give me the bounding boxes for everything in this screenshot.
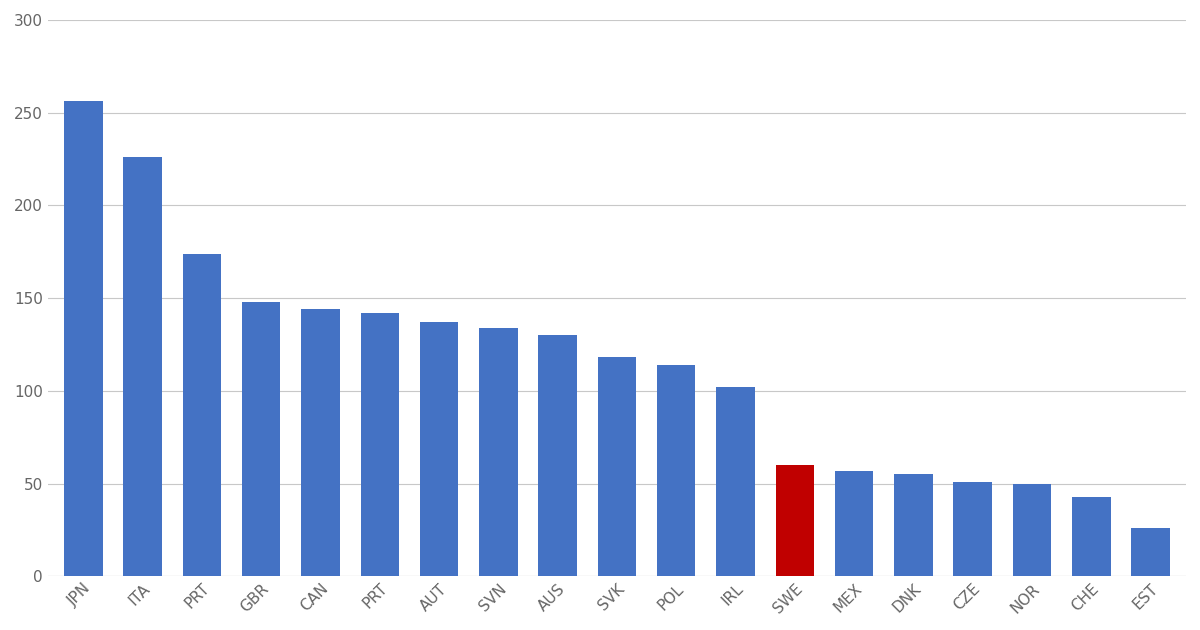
Bar bbox=[242, 302, 281, 576]
Bar bbox=[124, 157, 162, 576]
Bar bbox=[716, 387, 755, 576]
Bar bbox=[598, 357, 636, 576]
Bar bbox=[301, 309, 340, 576]
Bar bbox=[953, 482, 992, 576]
Bar bbox=[1013, 483, 1051, 576]
Bar bbox=[835, 471, 874, 576]
Bar bbox=[1072, 496, 1110, 576]
Bar bbox=[539, 335, 577, 576]
Bar bbox=[656, 365, 696, 576]
Bar bbox=[64, 101, 102, 576]
Bar bbox=[420, 322, 458, 576]
Bar bbox=[1132, 528, 1170, 576]
Bar bbox=[360, 313, 400, 576]
Bar bbox=[775, 465, 814, 576]
Bar bbox=[894, 474, 932, 576]
Bar bbox=[479, 328, 517, 576]
Bar bbox=[182, 253, 221, 576]
